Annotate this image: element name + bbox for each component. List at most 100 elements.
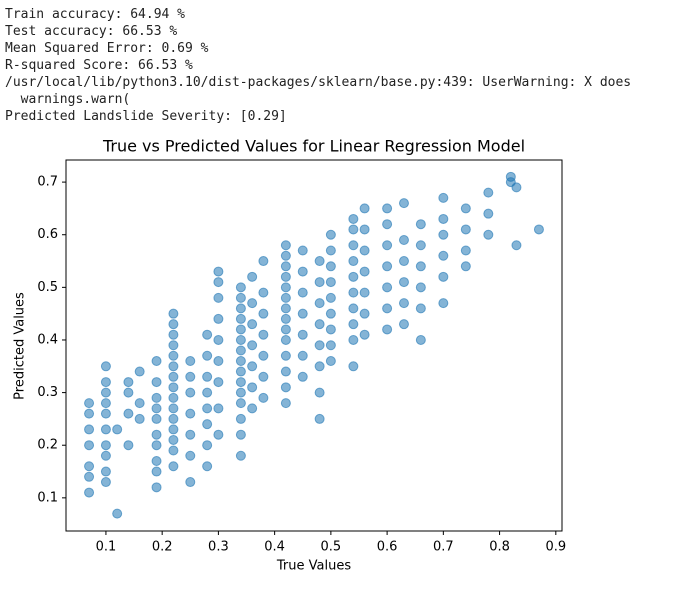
point xyxy=(235,282,246,293)
point xyxy=(247,403,258,414)
point xyxy=(505,171,516,182)
point xyxy=(348,287,359,298)
point xyxy=(348,303,359,314)
point xyxy=(235,429,246,440)
point xyxy=(235,345,246,356)
point xyxy=(213,277,224,288)
point xyxy=(314,387,325,398)
point xyxy=(123,408,134,419)
x-tick-label: 0.4 xyxy=(264,540,285,555)
point xyxy=(280,292,291,303)
point xyxy=(235,313,246,324)
point xyxy=(100,361,111,372)
point xyxy=(168,424,179,435)
point xyxy=(235,292,246,303)
y-tick-label: 0.1 xyxy=(37,490,58,505)
point xyxy=(168,413,179,424)
point xyxy=(100,477,111,488)
point xyxy=(168,382,179,393)
point xyxy=(280,334,291,345)
point xyxy=(202,371,213,382)
point xyxy=(280,303,291,314)
point xyxy=(297,350,308,361)
point xyxy=(100,466,111,477)
point xyxy=(247,382,258,393)
point xyxy=(235,398,246,409)
point xyxy=(258,371,269,382)
point xyxy=(382,282,393,293)
point xyxy=(258,308,269,319)
point xyxy=(325,340,336,351)
cell-output: Train accuracy: 64.94 % Test accuracy: 66… xyxy=(5,6,631,125)
point xyxy=(314,361,325,372)
point xyxy=(168,350,179,361)
point xyxy=(100,377,111,388)
point xyxy=(84,471,95,482)
point xyxy=(382,219,393,230)
point xyxy=(359,308,370,319)
point xyxy=(314,413,325,424)
point xyxy=(325,261,336,272)
point xyxy=(438,271,449,282)
point xyxy=(123,387,134,398)
point xyxy=(382,261,393,272)
x-tick-label: 0.7 xyxy=(433,540,454,555)
point xyxy=(280,250,291,261)
point xyxy=(280,240,291,251)
point xyxy=(382,240,393,251)
point xyxy=(112,424,123,435)
plot-frame xyxy=(65,159,563,532)
point xyxy=(415,219,426,230)
point xyxy=(325,277,336,288)
point xyxy=(235,366,246,377)
x-tick-label: 0.3 xyxy=(208,540,229,555)
point xyxy=(134,413,145,424)
point xyxy=(382,203,393,214)
point xyxy=(359,266,370,277)
point xyxy=(151,429,162,440)
point xyxy=(438,192,449,203)
point xyxy=(84,487,95,498)
point xyxy=(100,450,111,461)
point xyxy=(100,440,111,451)
point xyxy=(123,377,134,388)
point xyxy=(168,340,179,351)
point xyxy=(280,282,291,293)
point xyxy=(185,356,196,367)
point xyxy=(185,387,196,398)
point xyxy=(123,440,134,451)
point xyxy=(235,356,246,367)
point xyxy=(460,261,471,272)
point xyxy=(460,203,471,214)
point xyxy=(348,240,359,251)
point xyxy=(151,456,162,467)
point xyxy=(280,261,291,272)
point xyxy=(213,292,224,303)
point xyxy=(398,277,409,288)
point xyxy=(235,450,246,461)
point xyxy=(348,213,359,224)
point xyxy=(325,356,336,367)
point xyxy=(235,377,246,388)
point xyxy=(297,329,308,340)
point xyxy=(297,371,308,382)
point xyxy=(348,271,359,282)
point xyxy=(348,334,359,345)
point xyxy=(202,461,213,472)
chart: True vs Predicted Values for Linear Regr… xyxy=(13,137,567,574)
point xyxy=(151,377,162,388)
y-tick-label: 0.7 xyxy=(37,175,58,190)
point xyxy=(359,224,370,235)
point xyxy=(325,292,336,303)
point xyxy=(84,408,95,419)
point xyxy=(398,256,409,267)
point xyxy=(460,224,471,235)
output-line: Train accuracy: 64.94 % xyxy=(5,7,186,22)
point xyxy=(280,350,291,361)
output-line: Predicted Landslide Severity: [0.29] xyxy=(5,109,287,124)
point xyxy=(151,403,162,414)
point xyxy=(258,329,269,340)
point xyxy=(84,398,95,409)
point xyxy=(213,356,224,367)
point xyxy=(185,429,196,440)
